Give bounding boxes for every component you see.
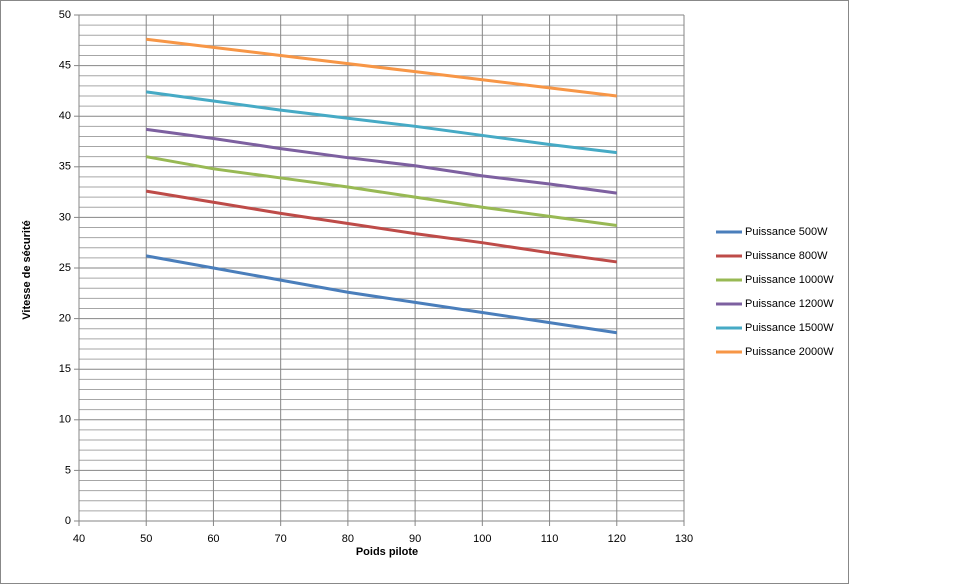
x-axis-title: Poids pilote <box>356 546 418 558</box>
y-tick-label: 25 <box>59 262 71 274</box>
y-tick-label: 15 <box>59 363 71 375</box>
x-tick-label: 60 <box>207 533 219 545</box>
legend-label: Puissance 800W <box>745 250 828 262</box>
chart-frame <box>0 0 849 584</box>
series-line <box>146 90 617 155</box>
series-line <box>146 127 617 195</box>
legend-label: Puissance 500W <box>745 226 828 238</box>
x-tick-label: 90 <box>409 533 421 545</box>
y-tick-label: 30 <box>59 211 71 223</box>
x-tick-label: 110 <box>541 533 559 545</box>
y-tick-label: 35 <box>59 161 71 173</box>
y-tick-label: 0 <box>65 515 71 527</box>
legend-label: Puissance 1000W <box>745 274 834 286</box>
y-axis-title: Vitesse de sécurité <box>21 220 33 319</box>
series-line <box>145 155 617 227</box>
legend-label: Puissance 2000W <box>745 346 834 358</box>
x-tick-label: 100 <box>473 533 491 545</box>
legend-label: Puissance 1200W <box>745 298 834 310</box>
x-tick-label: 70 <box>275 533 287 545</box>
y-tick-label: 50 <box>59 9 71 21</box>
x-tick-label: 40 <box>73 533 85 545</box>
x-tick-label: 80 <box>342 533 354 545</box>
x-tick-label: 50 <box>140 533 152 545</box>
x-tick-label: 120 <box>608 533 626 545</box>
series-line <box>145 254 618 335</box>
y-tick-label: 40 <box>59 110 71 122</box>
y-tick-label: 10 <box>59 414 71 426</box>
y-tick-label: 20 <box>59 313 71 325</box>
series-line <box>146 37 617 98</box>
x-tick-label: 130 <box>675 533 693 545</box>
y-tick-label: 5 <box>65 464 71 476</box>
legend-label: Puissance 1500W <box>745 322 834 334</box>
series-line <box>145 189 617 264</box>
y-tick-label: 45 <box>59 60 71 72</box>
